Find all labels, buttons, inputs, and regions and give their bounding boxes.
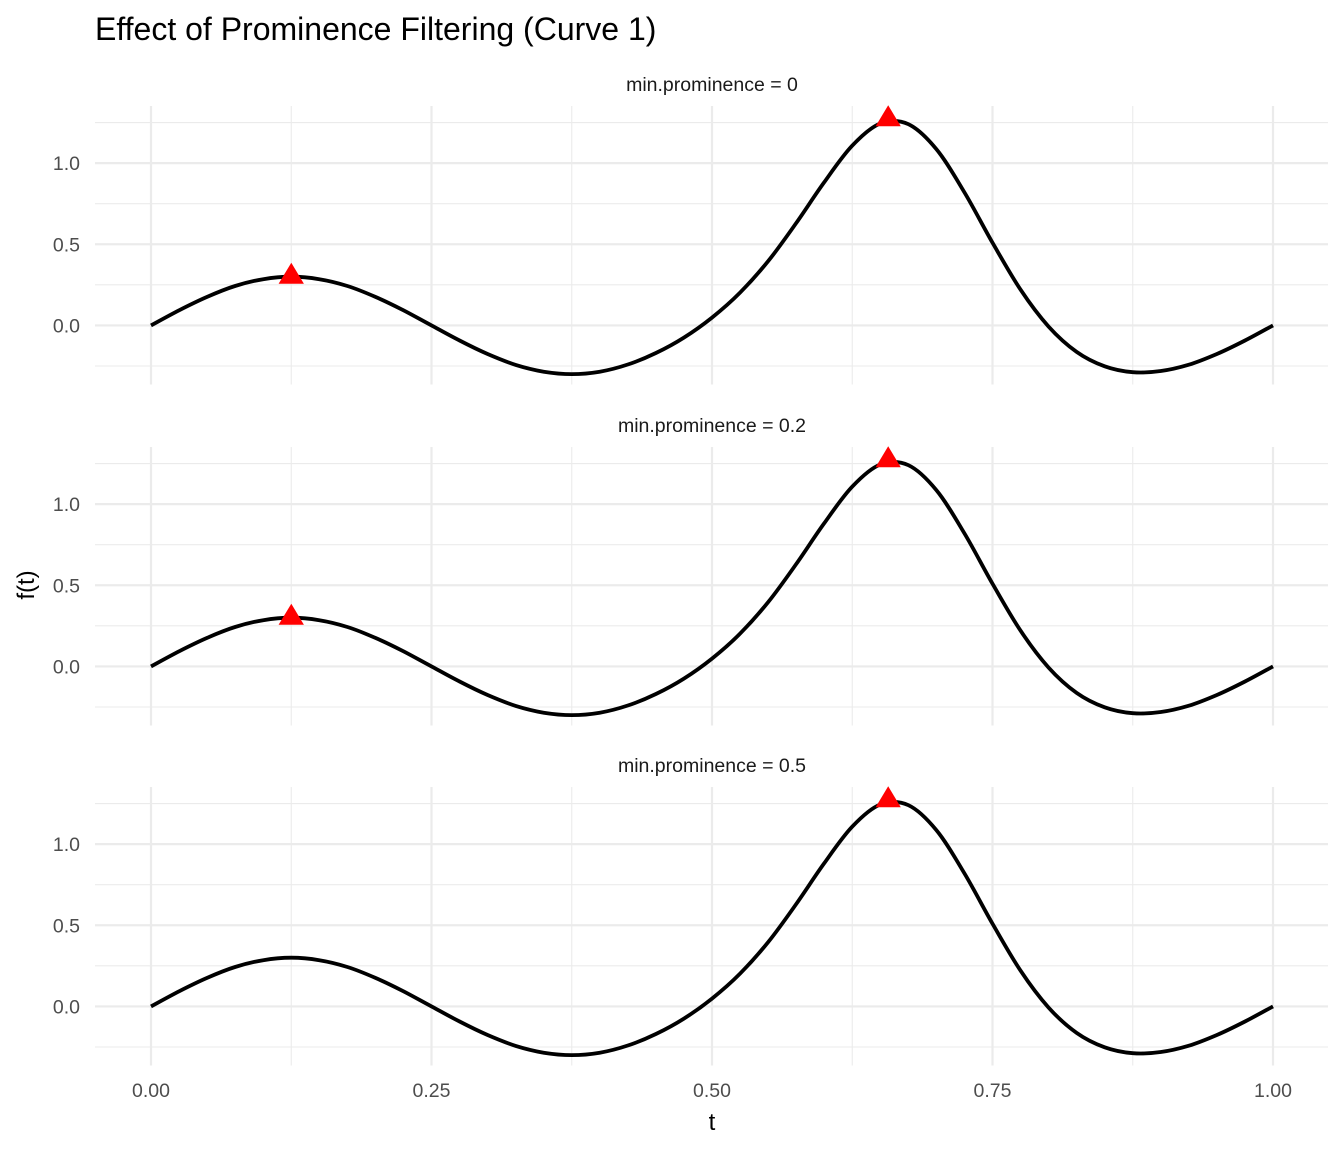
y-tick-label: 0.0 xyxy=(53,996,80,1018)
x-axis-title: t xyxy=(709,1109,716,1136)
peak-marker xyxy=(875,105,901,127)
peak-marker xyxy=(875,786,901,808)
x-tick-label: 0.75 xyxy=(974,1080,1012,1102)
x-tick-label: 0.00 xyxy=(132,1080,170,1102)
x-tick-label: 1.00 xyxy=(1254,1080,1292,1102)
peak-marker xyxy=(278,603,304,625)
y-tick-label: 1.0 xyxy=(53,834,80,856)
y-tick-label: 0.5 xyxy=(53,575,80,597)
facet-strip-label: min.prominence = 0 xyxy=(626,74,798,96)
facet-panel: min.prominence = 0.5 0.0 0.5 1.0 xyxy=(53,755,1328,1066)
facet-panels: min.prominence = 00.00.51.0min.prominenc… xyxy=(53,74,1328,1066)
facet-strip-label: min.prominence = 0.5 xyxy=(618,755,806,777)
facet-panel: min.prominence = 0.2 0.0 0.5 1.0 xyxy=(53,415,1328,726)
y-tick-label: 1.0 xyxy=(53,494,80,516)
y-axis-title: f(t) xyxy=(13,570,40,599)
y-tick-label: 0.0 xyxy=(53,656,80,678)
y-tick-label: 0.0 xyxy=(53,315,80,337)
x-tick-label: 0.25 xyxy=(413,1080,451,1102)
peak-marker xyxy=(875,446,901,468)
series-line xyxy=(150,119,1274,376)
x-axis-tick-labels: 0.00 0.25 0.50 0.75 1.00 xyxy=(132,1080,1292,1102)
series-line xyxy=(150,800,1274,1057)
x-tick-label: 0.50 xyxy=(693,1080,731,1102)
facet-strip-label: min.prominence = 0.2 xyxy=(618,415,806,437)
y-tick-label: 0.5 xyxy=(53,915,80,937)
series-line xyxy=(150,460,1274,717)
chart-title: Effect of Prominence Filtering (Curve 1) xyxy=(95,11,656,47)
y-tick-label: 0.5 xyxy=(53,234,80,256)
peak-marker xyxy=(278,262,304,284)
y-tick-label: 1.0 xyxy=(53,153,80,175)
facet-panel: min.prominence = 0 0.0 0.5 1.0 xyxy=(53,74,1328,385)
